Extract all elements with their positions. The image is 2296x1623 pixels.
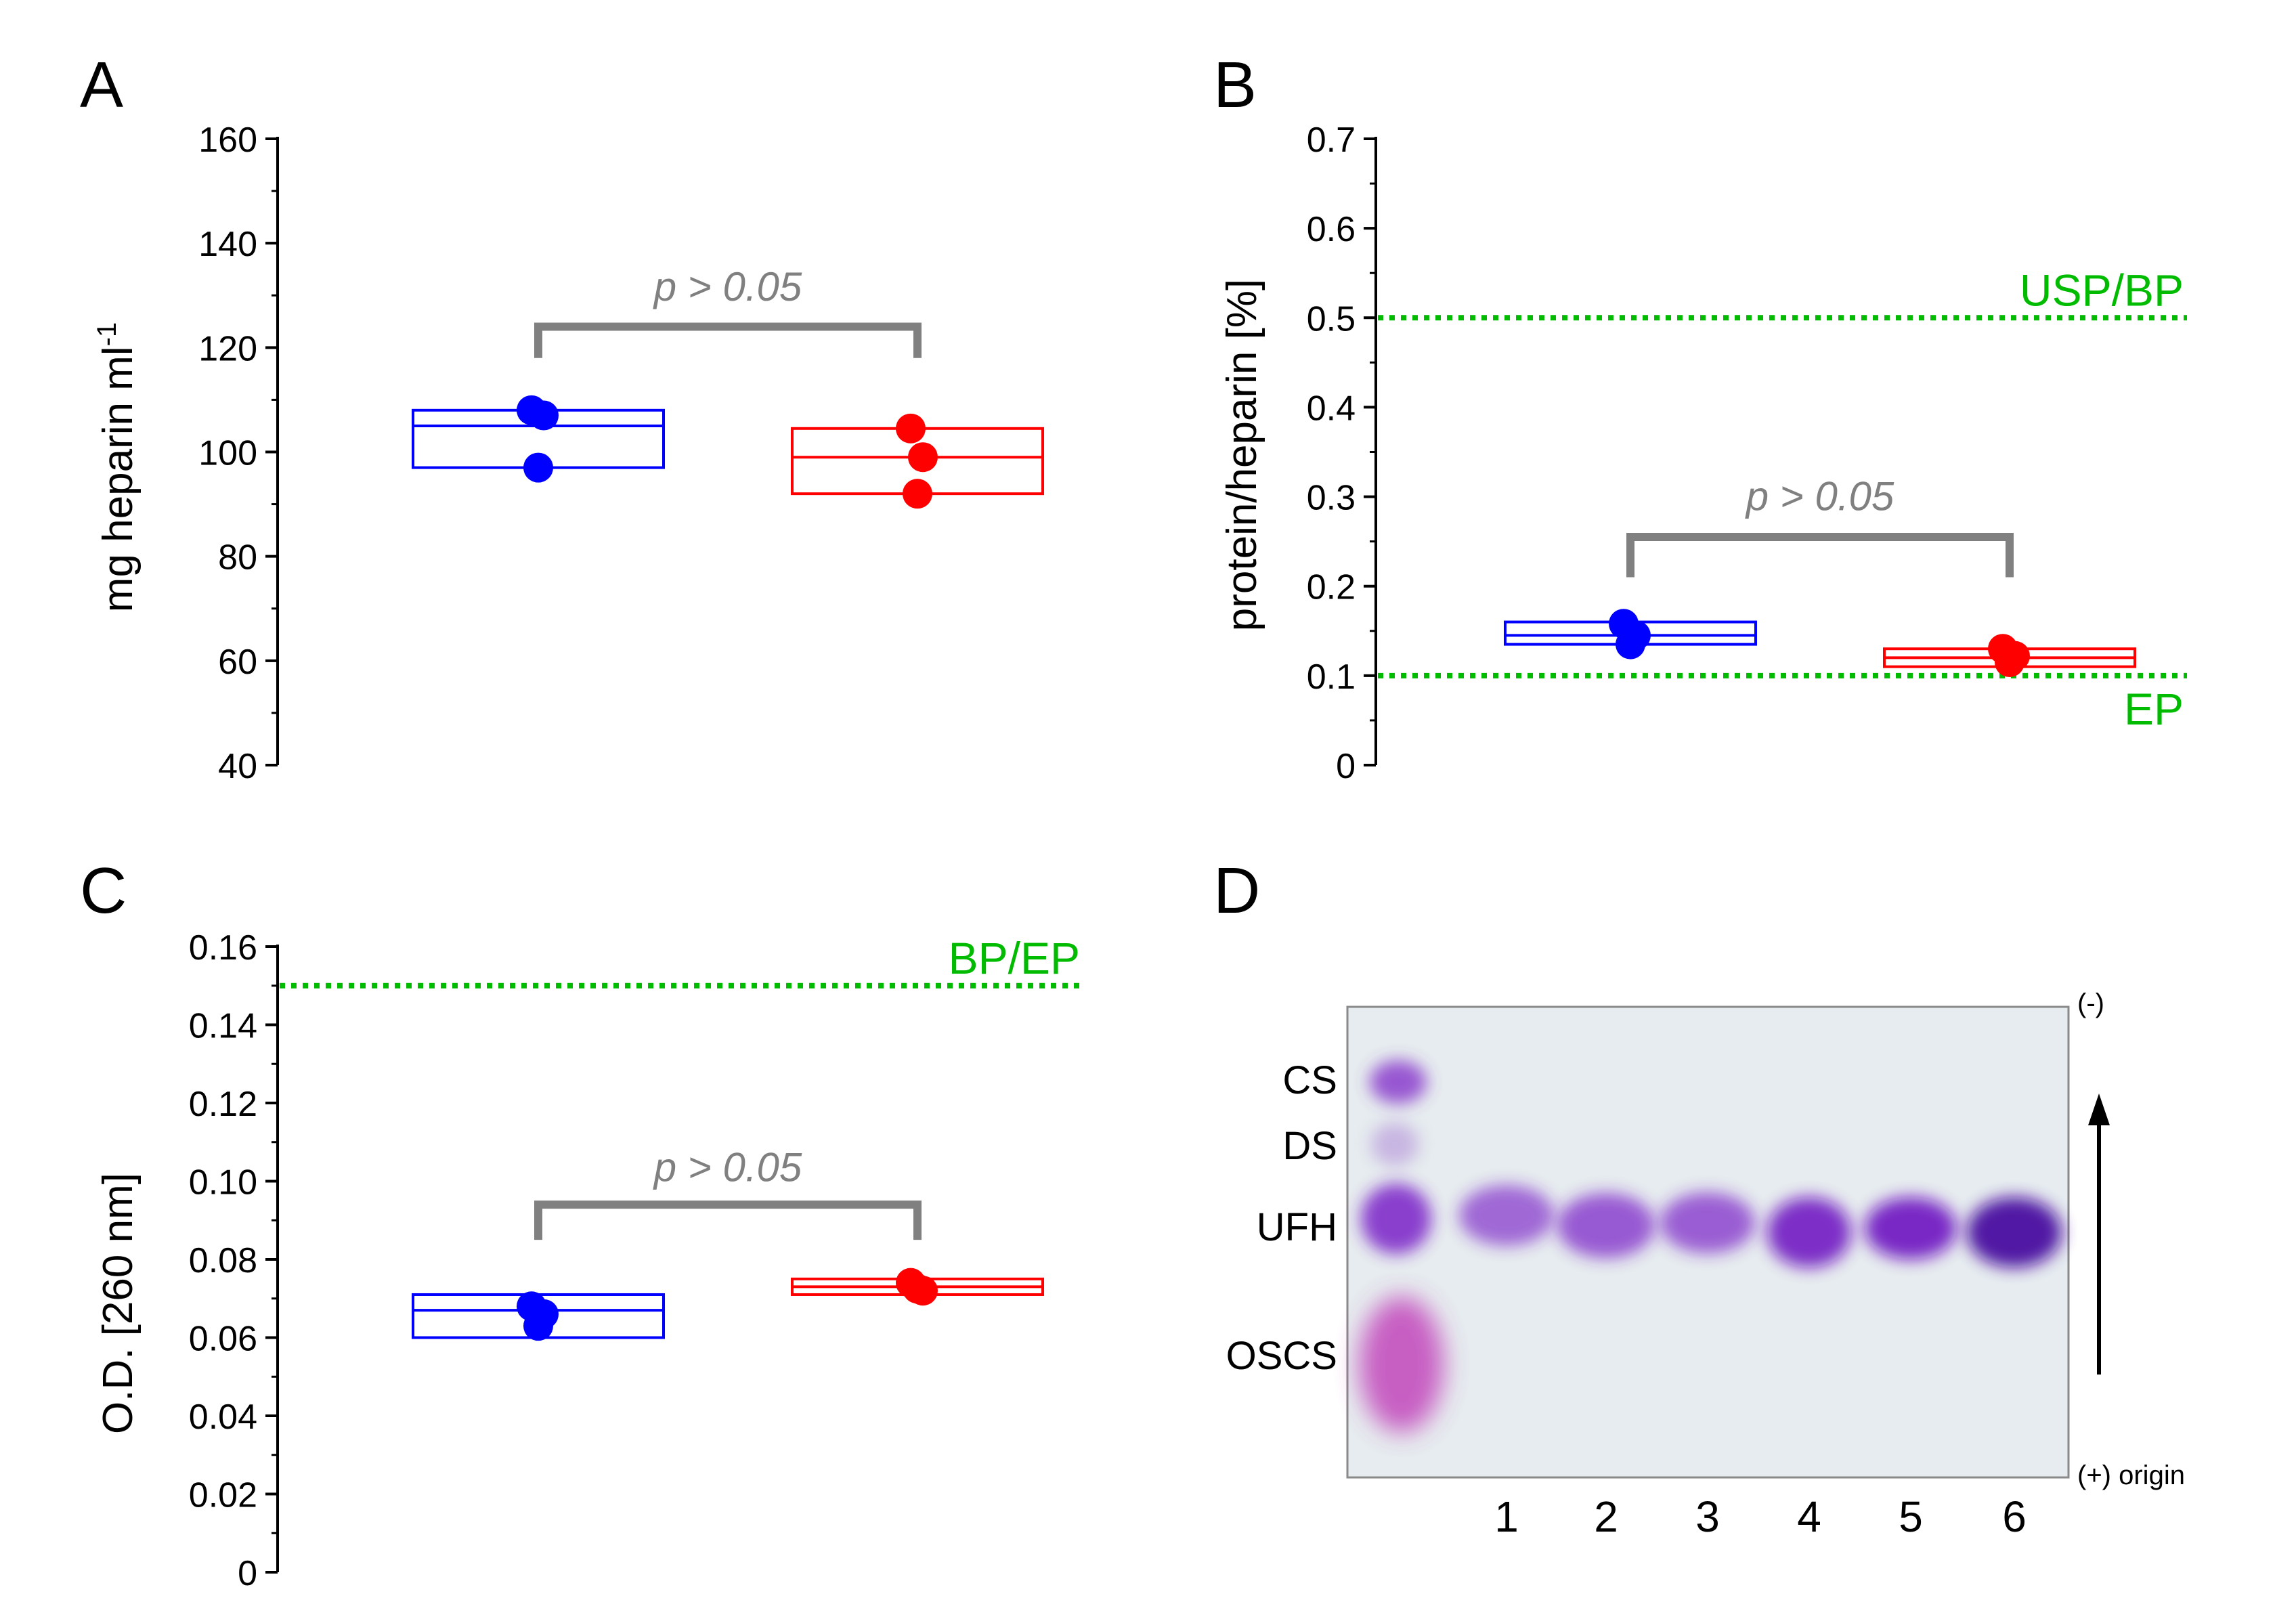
lane-label-2: 2 [1594, 1492, 1618, 1541]
y-tick-label: 100 [198, 434, 257, 473]
band-label-ds: DS [1282, 1124, 1337, 1168]
data-point [529, 400, 559, 431]
y-tick-label: 0.3 [1307, 479, 1356, 518]
reference-line-label: BP/EP [949, 933, 1080, 983]
lane-label-6: 6 [2002, 1492, 2027, 1541]
y-axis-label-a-text: mg heparin ml [95, 346, 142, 612]
band-lane-2 [1557, 1193, 1655, 1258]
y-tick-label: 40 [218, 747, 257, 786]
y-tick-label: 0.06 [189, 1320, 257, 1359]
anode-label: (+) origin [2077, 1460, 2185, 1490]
band-lane-6 [1967, 1197, 2062, 1268]
y-axis-label-a: mg heparin ml-1 [92, 322, 142, 612]
band-label-cs: CS [1282, 1058, 1337, 1102]
panel-b: B protein/heparin [%] 0 0.1 0.2 0.3 0.4 0.5 0.… [1213, 49, 2187, 786]
data-point [903, 479, 932, 509]
data-point [903, 1274, 932, 1304]
y-tick-label: 0.1 [1307, 657, 1356, 697]
y-tick-label: 80 [218, 538, 257, 578]
band-ufh-standard [1361, 1184, 1431, 1254]
y-axis-label-b: protein/heparin [%] [1219, 279, 1265, 631]
y-axis-label-a-sup: -1 [92, 322, 122, 347]
data-point [896, 413, 926, 443]
lane-label-1: 1 [1494, 1492, 1519, 1541]
reference-line-label: USP/BP [2020, 265, 2184, 315]
data-point [908, 442, 938, 473]
panel-label-b: B [1213, 49, 1257, 121]
y-tick-label: 0.6 [1307, 210, 1356, 249]
panel-label-c: C [80, 854, 127, 927]
cathode-label: (-) [2077, 989, 2104, 1018]
y-tick-label: 0.4 [1307, 389, 1356, 428]
y-tick-label: 0 [238, 1554, 257, 1593]
significance-label: p > 0.05 [653, 1145, 802, 1190]
lane-label-5: 5 [1899, 1492, 1923, 1541]
y-tick-label: 0.04 [189, 1398, 257, 1437]
y-tick-label: 0.10 [189, 1163, 257, 1203]
data-point [1616, 629, 1645, 659]
y-tick-label: 0.16 [189, 928, 257, 968]
reference-line-label: EP [2124, 684, 2184, 734]
band-lane-1 [1459, 1185, 1554, 1246]
y-tick-label: 140 [198, 225, 257, 264]
y-axis-label-c: O.D. [260 nm] [95, 1173, 142, 1434]
y-tick-label: 0.7 [1307, 121, 1356, 160]
y-tick-label: 160 [198, 121, 257, 160]
data-point [523, 1311, 553, 1341]
data-point [523, 452, 553, 483]
y-tick-label: 0 [1336, 747, 1356, 786]
y-tick-label: 60 [218, 643, 257, 682]
band-label-oscs: OSCS [1226, 1334, 1337, 1378]
band-lane-5 [1865, 1197, 1957, 1259]
y-tick-label: 0.02 [189, 1476, 257, 1515]
gel-bands [1360, 1060, 2062, 1432]
y-tick-label: 120 [198, 329, 257, 368]
band-cs [1370, 1060, 1427, 1104]
significance-label: p > 0.05 [653, 264, 802, 309]
migration-arrow-head [2088, 1094, 2110, 1125]
band-lane-4 [1767, 1197, 1851, 1268]
panel-d: D CS DS UFH OSCS 1 2 3 4 5 6 (-) (+) ori… [1213, 854, 2185, 1541]
band-ds [1371, 1123, 1418, 1166]
band-label-ufh: UFH [1257, 1205, 1337, 1249]
significance-bracket [534, 322, 922, 358]
lane-label-3: 3 [1695, 1492, 1720, 1541]
significance-label: p > 0.05 [1745, 473, 1894, 519]
panel-a: A mg heparin ml-1 40 60 80 100 120 140 160 p > … [80, 49, 1044, 786]
band-lane-3 [1660, 1192, 1755, 1253]
data-point [1995, 647, 2024, 678]
panel-label-d: D [1213, 854, 1260, 927]
y-tick-label: 0.14 [189, 1007, 257, 1046]
y-tick-label: 0.2 [1307, 568, 1356, 607]
panel-label-a: A [80, 49, 123, 121]
significance-bracket [1626, 533, 2014, 578]
y-tick-label: 0.5 [1307, 299, 1356, 339]
lane-label-4: 4 [1797, 1492, 1821, 1541]
significance-bracket [534, 1200, 922, 1240]
y-tick-label: 0.08 [189, 1241, 257, 1280]
panel-c: C O.D. [260 nm] 0 0.02 0.04 0.06 0.08 0.10 0.1… [80, 854, 1083, 1593]
y-tick-label: 0.12 [189, 1085, 257, 1124]
band-oscs [1360, 1297, 1444, 1432]
